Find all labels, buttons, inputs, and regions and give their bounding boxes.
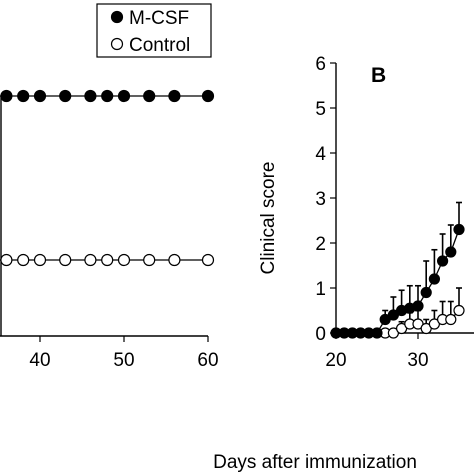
left-panel: 40 50 60 M-CSF Control bbox=[0, 3, 219, 371]
b-point-control bbox=[453, 304, 465, 317]
panel-label: B bbox=[371, 64, 386, 87]
left-point-mcsf bbox=[17, 89, 30, 103]
b-y-tick-label: 4 bbox=[315, 144, 326, 165]
b-y-tick-label: 0 bbox=[315, 324, 326, 345]
left-point-control bbox=[201, 253, 215, 267]
left-series bbox=[0, 89, 215, 267]
b-x-tick-label: 30 bbox=[407, 350, 428, 371]
left-point-control bbox=[33, 253, 47, 267]
b-point-control bbox=[445, 313, 457, 326]
legend-label-control: Control bbox=[129, 35, 190, 56]
left-point-mcsf bbox=[101, 89, 114, 103]
legend: M-CSF Control bbox=[96, 3, 212, 58]
b-y-tick-label: 6 bbox=[315, 54, 326, 75]
b-point-mcsf bbox=[371, 327, 383, 339]
left-point-control bbox=[17, 253, 30, 267]
b-point-mcsf bbox=[412, 300, 424, 312]
b-series bbox=[330, 201, 465, 339]
left-point-control bbox=[117, 253, 131, 267]
left-x-tick-label: 60 bbox=[197, 350, 218, 371]
b-y-tick-label: 5 bbox=[315, 99, 326, 120]
left-point-control bbox=[84, 253, 97, 267]
b-point-mcsf bbox=[453, 223, 465, 236]
left-x-tick-label: 50 bbox=[113, 350, 134, 371]
left-point-mcsf bbox=[33, 89, 47, 103]
b-point-mcsf bbox=[428, 273, 440, 285]
left-point-mcsf bbox=[84, 89, 97, 103]
panel-b: 0 1 2 3 4 5 6 20 30 B Clinical score bbox=[258, 54, 474, 371]
left-point-control bbox=[59, 253, 72, 267]
left-point-mcsf bbox=[0, 89, 13, 103]
b-y-tick-label: 1 bbox=[315, 279, 326, 300]
left-point-mcsf bbox=[201, 89, 215, 103]
left-point-control bbox=[101, 253, 114, 267]
left-point-mcsf bbox=[59, 89, 72, 103]
left-point-mcsf bbox=[117, 89, 131, 103]
legend-label-mcsf: M-CSF bbox=[129, 8, 189, 29]
left-axes bbox=[0, 96, 208, 337]
b-ticks: 0 1 2 3 4 5 6 20 30 bbox=[315, 54, 428, 371]
y-axis-label: Clinical score bbox=[258, 162, 279, 275]
legend-marker-control bbox=[110, 37, 124, 51]
b-y-tick-label: 3 bbox=[315, 189, 326, 210]
legend-marker-mcsf bbox=[110, 10, 124, 24]
b-point-mcsf bbox=[420, 286, 432, 299]
b-point-mcsf bbox=[445, 246, 457, 258]
left-point-control bbox=[0, 253, 13, 267]
b-axes bbox=[335, 63, 474, 334]
left-x-tick-label: 40 bbox=[29, 350, 50, 371]
left-point-control bbox=[143, 253, 156, 267]
left-point-mcsf bbox=[168, 89, 181, 103]
x-axis-label: Days after immunization bbox=[213, 452, 417, 473]
left-ticks: 40 50 60 bbox=[29, 336, 219, 371]
b-point-mcsf bbox=[437, 255, 449, 267]
left-point-control bbox=[168, 253, 181, 267]
b-y-tick-label: 2 bbox=[315, 234, 326, 255]
left-point-mcsf bbox=[143, 89, 156, 103]
b-x-tick-label: 20 bbox=[325, 350, 346, 371]
